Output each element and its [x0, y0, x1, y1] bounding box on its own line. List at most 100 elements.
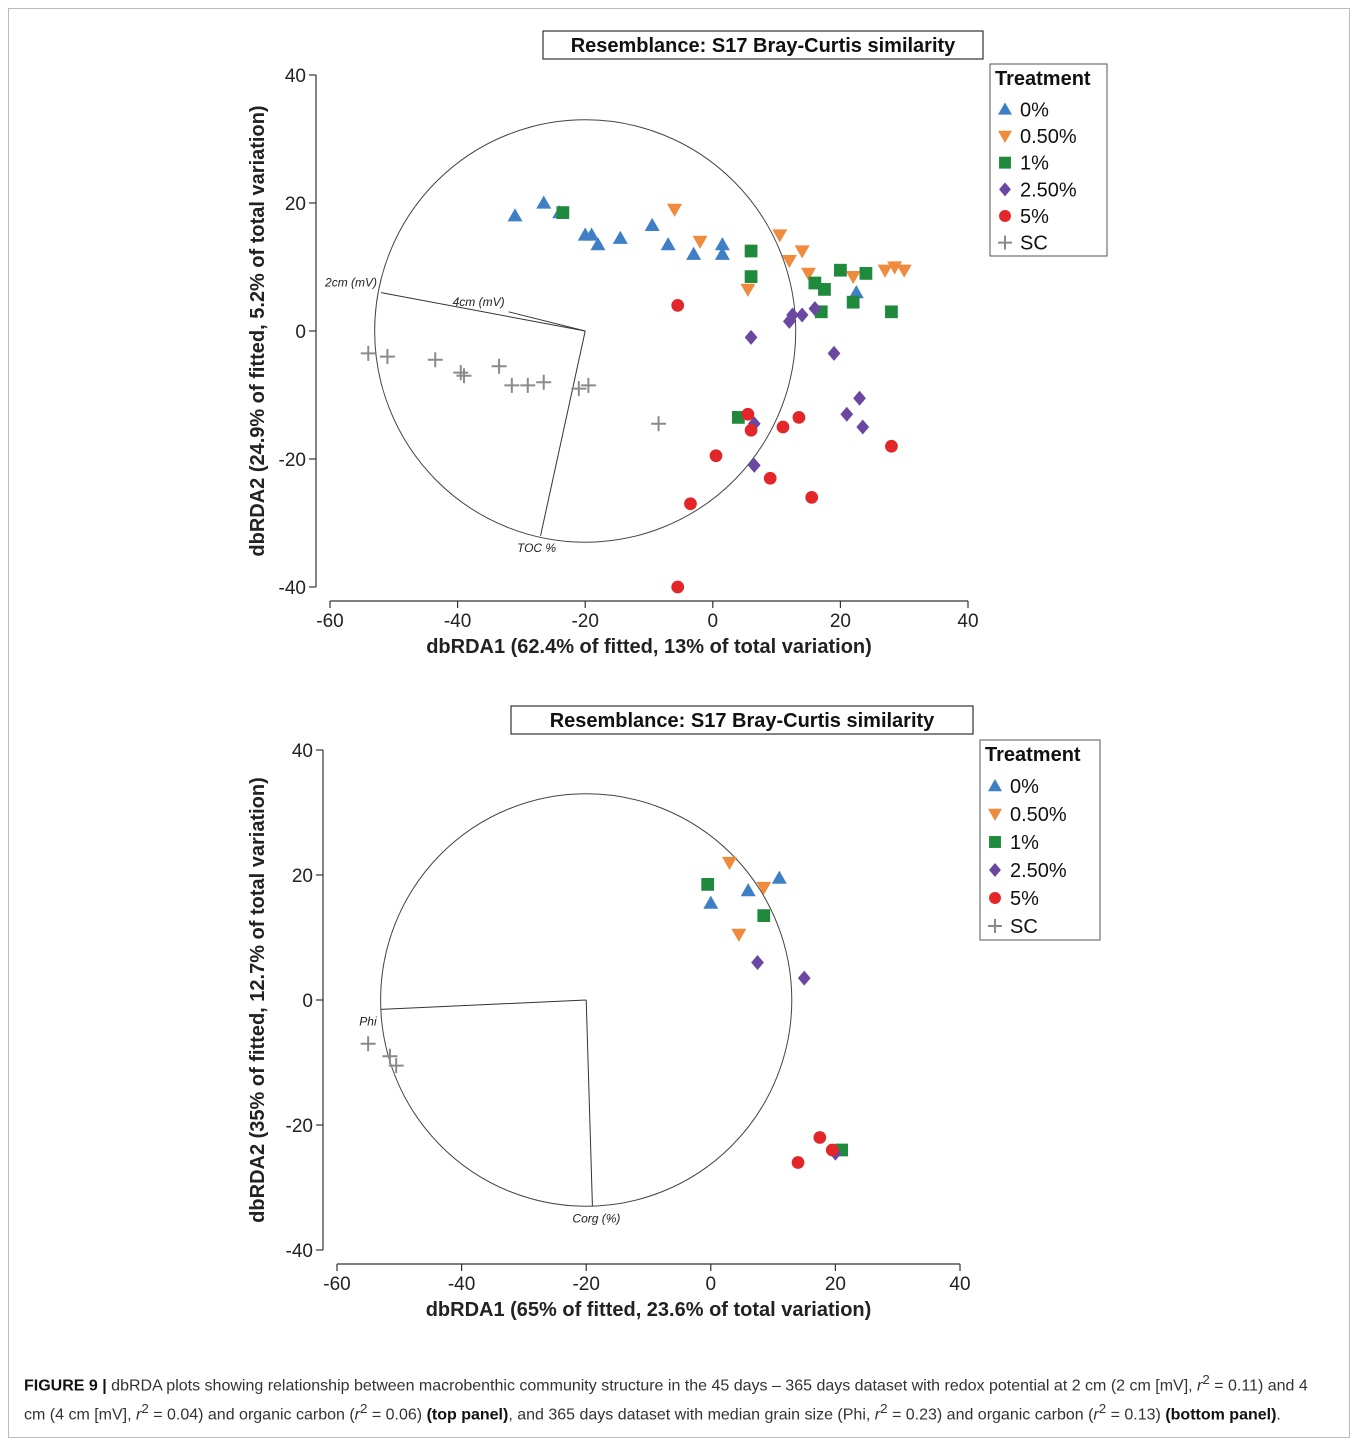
- data-point: [818, 283, 831, 296]
- data-point: [744, 423, 758, 437]
- data-point: [776, 420, 790, 434]
- legend-marker: [998, 102, 1012, 115]
- data-point: [741, 407, 755, 421]
- chart-title: Resemblance: S17 Bray-Curtis similarity: [550, 710, 935, 732]
- data-point: [853, 390, 866, 406]
- data-point: [896, 264, 912, 278]
- series-0.50pct: [721, 856, 772, 942]
- legend-marker: [999, 210, 1011, 222]
- series-2.50pct: [744, 301, 870, 473]
- data-point: [714, 246, 730, 260]
- figure-caption: FIGURE 9 | dbRDA plots showing relations…: [24, 1368, 1324, 1427]
- legend-entry: 5%: [1020, 206, 1049, 228]
- data-point: [580, 377, 596, 393]
- data-point: [757, 909, 771, 922]
- vector-line: [380, 292, 586, 332]
- data-point: [846, 295, 860, 309]
- x-tick-label: 40: [957, 611, 978, 632]
- data-point: [360, 1036, 376, 1052]
- data-point: [721, 856, 737, 870]
- data-point: [813, 1131, 827, 1144]
- data-point: [744, 329, 758, 345]
- legend-title: Treatment: [995, 68, 1091, 90]
- caption-sq: 2: [359, 1401, 368, 1417]
- caption-r: r: [136, 1406, 142, 1424]
- y-tick-label: -20: [279, 450, 306, 471]
- legend-entry: 1%: [1010, 832, 1039, 854]
- legend-marker: [999, 156, 1011, 169]
- data-point: [848, 285, 864, 299]
- data-point: [740, 283, 756, 297]
- data-point: [731, 928, 747, 942]
- data-point: [805, 491, 819, 504]
- y-axis-label: dbRDA2 (35% of fitted, 12.7% of total va…: [247, 777, 269, 1223]
- correlation-circle: [380, 793, 793, 1207]
- data-point: [491, 358, 507, 374]
- data-point: [556, 206, 570, 219]
- legend-entry: 2.50%: [1020, 179, 1077, 201]
- data-point: [520, 377, 536, 393]
- data-point: [686, 246, 702, 260]
- data-point: [667, 203, 683, 217]
- legend-marker: [988, 808, 1002, 821]
- legend-marker: [998, 130, 1012, 143]
- data-point: [885, 305, 898, 319]
- x-tick-label: 0: [706, 1274, 717, 1295]
- legend-entry: SC: [1020, 233, 1048, 255]
- caption-text-2: , and 365 days dataset with median grain…: [508, 1406, 875, 1424]
- x-tick-label: 0: [708, 611, 719, 632]
- data-point: [731, 411, 745, 424]
- vector-line: [508, 311, 586, 332]
- y-axis-label: dbRDA2 (24.9% of fitted, 5.2% of total v…: [247, 105, 269, 556]
- data-point: [507, 208, 523, 222]
- legend-marker: [999, 182, 1011, 197]
- data-point: [536, 374, 552, 390]
- data-point: [671, 299, 685, 312]
- x-tick-label: -60: [316, 611, 343, 632]
- vector-label: 4cm (mV): [453, 295, 505, 309]
- y-tick-label: 40: [292, 741, 313, 762]
- data-point: [772, 229, 788, 243]
- x-tick-label: -40: [448, 1274, 475, 1295]
- data-point: [763, 471, 777, 485]
- data-point: [660, 237, 676, 251]
- x-tick-label: 40: [949, 1274, 970, 1295]
- caption-r: r: [1093, 1406, 1099, 1424]
- data-point: [701, 878, 715, 891]
- series-0pct: [703, 870, 787, 909]
- caption-bold-bottom: (bottom panel): [1165, 1406, 1277, 1424]
- caption-bold-top: (top panel): [426, 1406, 509, 1424]
- figure-frame: [8, 8, 1350, 1438]
- caption-sq: 2: [880, 1401, 888, 1417]
- data-point: [859, 267, 873, 280]
- caption-sq: 2: [1098, 1401, 1107, 1417]
- y-tick-label: 40: [285, 66, 306, 87]
- y-tick-label: -40: [279, 578, 306, 599]
- data-point: [379, 349, 395, 365]
- series-1pct: [701, 878, 849, 1157]
- caption-r: r: [1197, 1377, 1203, 1395]
- caption-eq-1: = 0.11) and 4 cm (4 cm [mV],: [24, 1377, 1308, 1424]
- series-0.50pct: [667, 203, 912, 297]
- legend-title: Treatment: [985, 744, 1081, 766]
- chart-title: Resemblance: S17 Bray-Curtis similarity: [571, 35, 956, 57]
- data-point: [771, 870, 787, 884]
- data-point: [671, 580, 685, 594]
- series-5pct: [791, 1131, 839, 1169]
- data-point: [808, 301, 822, 317]
- data-point: [877, 264, 893, 278]
- x-tick-label: -20: [571, 611, 598, 632]
- x-axis-label: dbRDA1 (65% of fitted, 23.6% of total va…: [426, 1299, 872, 1321]
- caption-end: .: [1276, 1406, 1281, 1424]
- caption-eq-2: = 0.04) and organic carbon (: [148, 1406, 355, 1424]
- x-tick-label: -60: [323, 1274, 350, 1295]
- data-point: [747, 457, 761, 473]
- y-tick-label: 0: [302, 991, 313, 1012]
- vector-label: 2cm (mV): [324, 276, 377, 290]
- data-point: [794, 245, 810, 259]
- data-point: [791, 1156, 805, 1169]
- top-panel-chart: Resemblance: S17 Bray-Curtis similarity -…: [247, 30, 1108, 658]
- caption-eq-3: = 0.06): [367, 1406, 427, 1424]
- vector-line: [380, 999, 587, 1010]
- x-axis-label: dbRDA1 (62.4% of fitted, 13% of total va…: [426, 636, 872, 658]
